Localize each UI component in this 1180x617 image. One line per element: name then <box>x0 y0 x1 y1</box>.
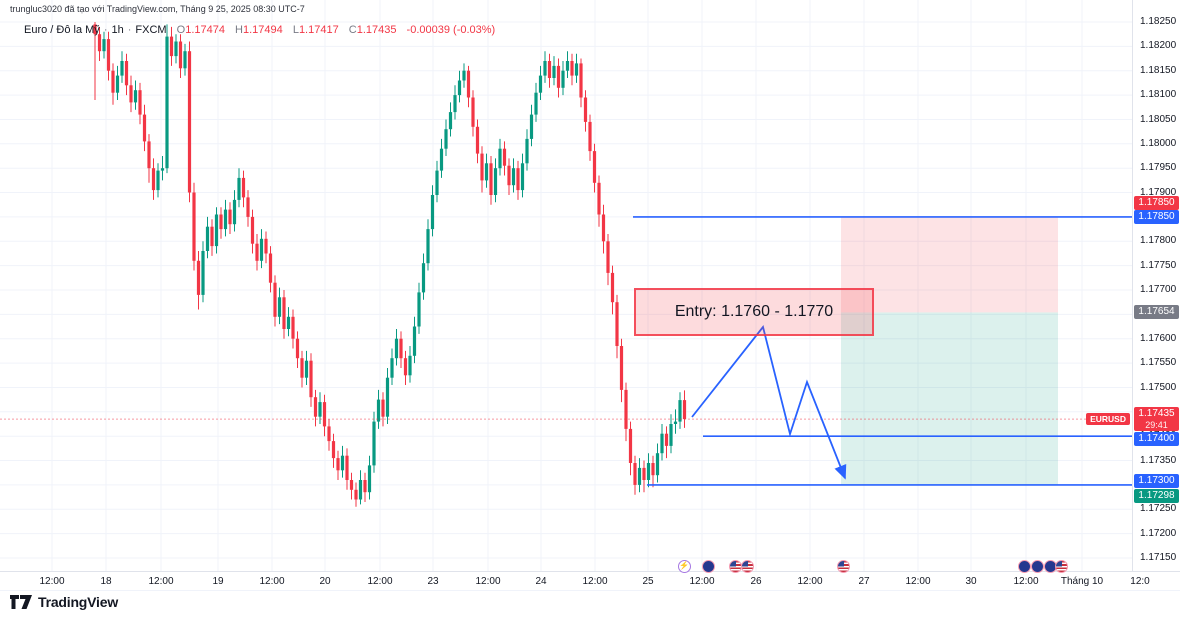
time-tick-label: 12:00 <box>905 576 931 587</box>
time-tick-label: 12:00 <box>148 576 174 587</box>
time-tick-label: 27 <box>858 576 870 587</box>
entry-annotation-text: Entry: 1.1760 - 1.1770 <box>674 303 834 320</box>
price-tick-label: 1.17200 <box>1140 527 1177 539</box>
attribution-text: trungluc3020 đã tạo với TradingView.com,… <box>10 4 305 14</box>
price-tick-label: 1.17150 <box>1140 552 1177 563</box>
time-tick-label: 26 <box>750 576 762 587</box>
time-tick-label: 30 <box>965 576 977 587</box>
price-tick-label: 1.17250 <box>1140 503 1177 515</box>
ohlc-low-value: 1.17417 <box>298 24 339 36</box>
time-tick-label: 12:00 <box>1013 576 1039 587</box>
event-icon-us[interactable] <box>728 560 742 573</box>
time-tick-label: Tháng 10 <box>1060 576 1104 587</box>
symbol-legend[interactable]: Euro / Đô la Mỹ · 1h · FXCM O1.17474 H1.1749… <box>24 24 495 36</box>
time-tick-label: 19 <box>212 576 224 587</box>
event-icon-us[interactable] <box>740 560 754 573</box>
price-tick-label: 1.18000 <box>1140 137 1177 149</box>
time-tick-label: 12:00 <box>367 576 393 587</box>
price-tick-label: 1.18200 <box>1140 40 1177 52</box>
time-tick-label: 23 <box>427 576 439 587</box>
order-price-label[interactable]: 1.17298 <box>1134 488 1179 503</box>
time-tick-label: 12:0 <box>1130 576 1150 587</box>
tradingview-logo-text[interactable]: TradingView <box>38 594 119 610</box>
mid-line-price-label[interactable]: 1.17400 <box>1134 432 1179 447</box>
price-tick-label: 1.17950 <box>1140 162 1177 174</box>
current-price-label[interactable]: 1.17435 29:41 <box>1134 407 1179 432</box>
time-tick-label: 12:00 <box>582 576 608 587</box>
price-axis[interactable]: 1.18250 1.18200 1.18150 1.18100 1.18050 1.180… <box>1132 0 1180 571</box>
alert-price-label[interactable]: 1.17850 <box>1134 195 1179 210</box>
price-tick-label: 1.17500 <box>1140 381 1177 393</box>
ohlc-high-label: H <box>235 24 243 36</box>
price-tick-label: 1.18250 <box>1140 16 1177 27</box>
interval-label[interactable]: 1h <box>111 24 124 36</box>
tradingview-logo-icon[interactable] <box>10 595 32 609</box>
grid <box>0 0 1132 571</box>
short-position-risk-zone[interactable] <box>841 216 1058 313</box>
event-icon-eu[interactable] <box>701 560 715 573</box>
time-tick-label: 12:00 <box>689 576 715 587</box>
event-icon-us[interactable] <box>1054 560 1068 573</box>
exchange-label[interactable]: FXCM <box>135 24 167 36</box>
event-icon-flash[interactable]: ⚡ <box>677 560 691 573</box>
time-tick-label: 25 <box>642 576 654 587</box>
event-icon-eu[interactable] <box>1017 560 1031 573</box>
event-icon-eu[interactable] <box>1030 560 1044 573</box>
symbol-title[interactable]: Euro / Đô la Mỹ <box>24 24 100 36</box>
ohlc-low-label: L <box>292 24 299 36</box>
ohlc-open-value: 1.17474 <box>185 24 225 36</box>
ohlc-open-label: O <box>176 24 186 36</box>
time-tick-label: 24 <box>535 576 547 587</box>
price-tick-label: 1.18050 <box>1140 113 1177 125</box>
entry-annotation[interactable]: Entry: 1.1760 - 1.1770 <box>634 288 874 336</box>
time-tick-label: 12:00 <box>475 576 501 587</box>
legend-separator: · <box>103 24 108 36</box>
time-tick-label: 12:00 <box>39 576 65 587</box>
time-axis[interactable]: 12:00 18 12:00 19 12:00 20 12:00 23 12:00 24 12:00… <box>0 571 1180 591</box>
legend-separator: · <box>127 24 132 36</box>
price-tick-label: 1.17350 <box>1140 454 1177 466</box>
projection-arrow[interactable] <box>691 325 847 480</box>
time-tick-label: 12:00 <box>259 576 285 587</box>
event-icon-us[interactable] <box>836 560 850 573</box>
change-value: -0.00039 (-0.03%) <box>406 24 496 36</box>
price-tick-label: 1.17900 <box>1140 186 1177 198</box>
price-tick-label: 1.17600 <box>1140 332 1177 344</box>
candlestick-chart <box>0 0 1132 571</box>
time-tick-label: 20 <box>319 576 331 587</box>
position-entry-price-label[interactable]: 1.17654 <box>1134 305 1179 320</box>
ohlc-high-value: 1.17494 <box>242 24 283 36</box>
time-tick-label: 18 <box>100 576 112 587</box>
stop-line-price-label[interactable]: 1.17850 <box>1134 209 1179 224</box>
short-position-profit-zone[interactable] <box>841 312 1058 485</box>
price-tick-label: 1.17700 <box>1140 284 1177 295</box>
countdown-timer: 29:41 <box>1145 420 1168 431</box>
candles <box>93 22 687 507</box>
current-price-value: 1.17435 <box>1138 408 1175 420</box>
price-tick-label: 1.17750 <box>1140 259 1177 271</box>
ohlc-close-label: C <box>348 24 357 36</box>
ohlc-close-value: 1.17435 <box>356 24 397 36</box>
price-tick-label: 1.17800 <box>1140 235 1177 247</box>
price-tick-label: 1.17550 <box>1140 357 1177 369</box>
symbol-price-tag[interactable]: EURUSD <box>1086 413 1130 426</box>
price-tick-label: 1.18100 <box>1140 89 1177 101</box>
chart-plot-area[interactable]: Entry: 1.1760 - 1.1770 EURUSD <box>0 0 1132 571</box>
time-tick-label: 12:00 <box>797 576 823 587</box>
price-tick-label: 1.18150 <box>1140 64 1177 76</box>
target-line-price-label[interactable]: 1.17300 <box>1134 473 1179 488</box>
footer: TradingView <box>10 594 118 610</box>
